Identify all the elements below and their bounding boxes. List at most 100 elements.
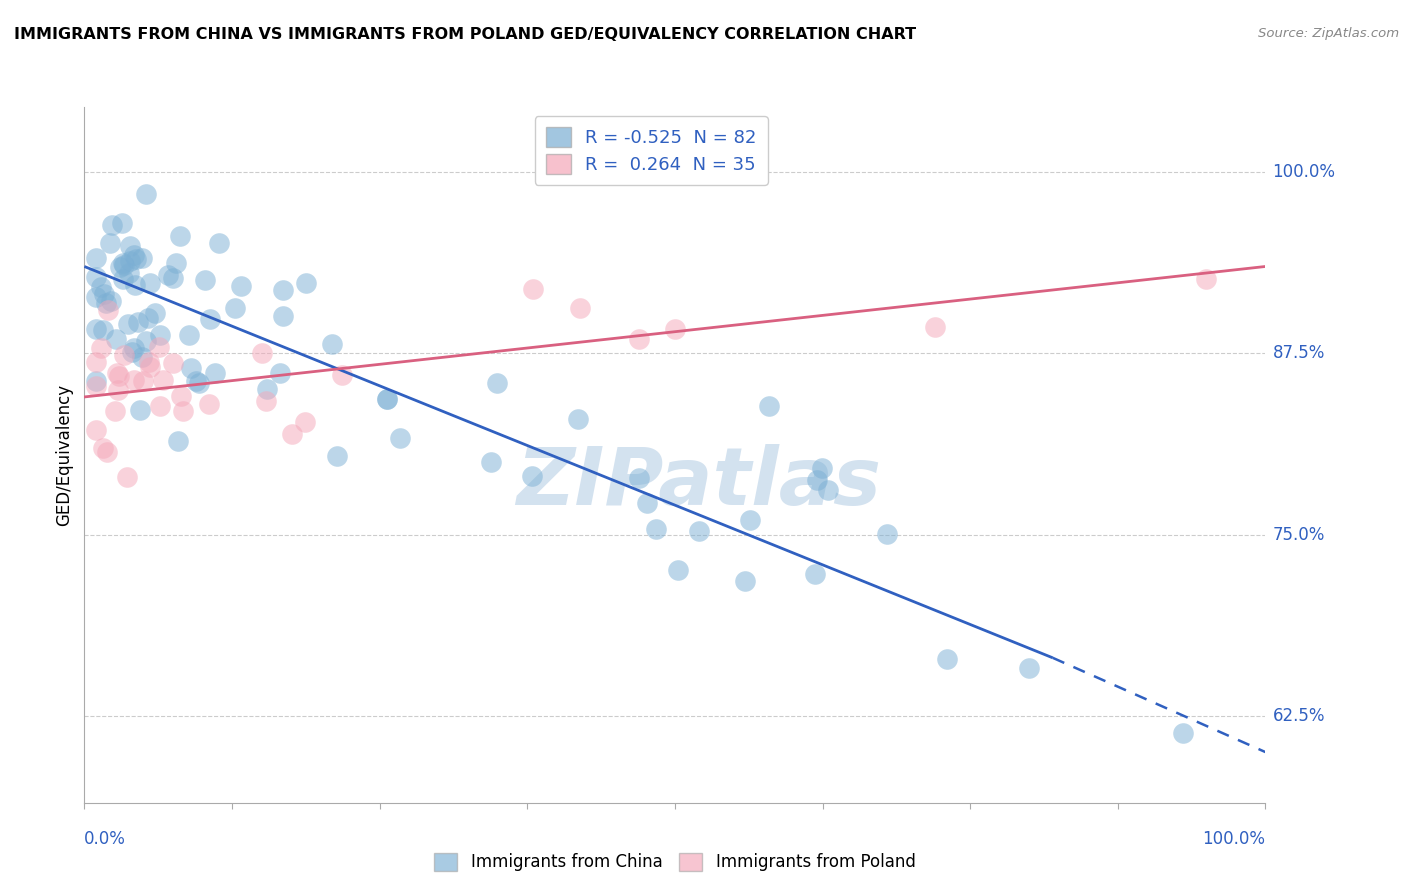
Point: [569, 301, 592, 315]
Point: [645, 522, 668, 536]
Text: 62.5%: 62.5%: [1272, 706, 1324, 725]
Point: [129, 403, 152, 417]
Point: [184, 374, 207, 388]
Point: [256, 382, 278, 396]
Point: [91, 323, 114, 337]
Point: [104, 332, 127, 346]
Point: [637, 496, 659, 510]
Point: [121, 344, 143, 359]
Point: [688, 524, 710, 538]
Point: [84, 379, 107, 393]
Point: [90, 279, 112, 293]
Point: [204, 366, 226, 380]
Point: [627, 471, 650, 485]
Point: [388, 430, 411, 444]
Point: [84, 355, 107, 369]
Point: [179, 328, 201, 343]
Point: [271, 283, 294, 297]
Point: [180, 361, 202, 376]
Point: [101, 218, 124, 232]
Point: [135, 334, 157, 348]
Point: [172, 404, 194, 418]
Point: [326, 450, 349, 464]
Point: [118, 239, 141, 253]
Point: [105, 366, 128, 380]
Point: [104, 404, 127, 418]
Point: [520, 469, 543, 483]
Point: [118, 266, 141, 280]
Point: [112, 258, 135, 272]
Point: [110, 260, 132, 274]
Point: [250, 346, 273, 360]
Point: [738, 513, 761, 527]
Point: [876, 526, 898, 541]
Point: [120, 253, 142, 268]
Point: [132, 374, 155, 388]
Point: [162, 356, 184, 370]
Text: ZIPatlas: ZIPatlas: [516, 443, 882, 522]
Point: [1195, 272, 1218, 286]
Point: [294, 276, 316, 290]
Point: [330, 368, 353, 383]
Point: [96, 445, 118, 459]
Point: [149, 399, 172, 413]
Y-axis label: GED/Equivalency: GED/Equivalency: [55, 384, 73, 526]
Point: [162, 270, 184, 285]
Point: [135, 186, 157, 201]
Point: [111, 272, 134, 286]
Point: [375, 392, 398, 406]
Point: [194, 273, 217, 287]
Point: [94, 296, 117, 310]
Point: [84, 290, 107, 304]
Point: [84, 374, 107, 388]
Point: [321, 336, 343, 351]
Point: [139, 276, 162, 290]
Text: Source: ZipAtlas.com: Source: ZipAtlas.com: [1258, 27, 1399, 40]
Point: [122, 247, 145, 261]
Point: [1171, 725, 1194, 739]
Point: [935, 652, 957, 666]
Point: [111, 255, 134, 269]
Point: [139, 359, 162, 374]
Point: [758, 399, 780, 413]
Point: [125, 252, 148, 266]
Point: [112, 348, 135, 362]
Point: [280, 427, 302, 442]
Point: [167, 434, 190, 449]
Point: [136, 311, 159, 326]
Point: [143, 305, 166, 319]
Point: [1018, 661, 1040, 675]
Point: [84, 270, 107, 285]
Point: [294, 415, 316, 429]
Text: IMMIGRANTS FROM CHINA VS IMMIGRANTS FROM POLAND GED/EQUIVALENCY CORRELATION CHAR: IMMIGRANTS FROM CHINA VS IMMIGRANTS FROM…: [14, 27, 917, 42]
Point: [628, 332, 651, 346]
Point: [375, 392, 398, 407]
Point: [522, 282, 544, 296]
Point: [107, 383, 129, 397]
Point: [208, 236, 231, 251]
Point: [269, 366, 291, 380]
Point: [156, 268, 179, 283]
Point: [149, 327, 172, 342]
Point: [115, 470, 138, 484]
Point: [479, 455, 502, 469]
Point: [84, 252, 107, 266]
Point: [804, 566, 827, 581]
Point: [131, 251, 153, 265]
Point: [98, 235, 121, 250]
Point: [124, 278, 146, 293]
Point: [806, 473, 828, 487]
Point: [664, 321, 686, 335]
Point: [811, 460, 834, 475]
Point: [152, 373, 174, 387]
Point: [148, 340, 170, 354]
Point: [100, 293, 122, 308]
Point: [90, 342, 112, 356]
Text: 87.5%: 87.5%: [1272, 344, 1324, 362]
Point: [567, 412, 589, 426]
Point: [165, 256, 187, 270]
Legend: Immigrants from China, Immigrants from Poland: Immigrants from China, Immigrants from P…: [427, 846, 922, 878]
Point: [107, 369, 129, 384]
Point: [271, 309, 294, 323]
Point: [198, 312, 221, 326]
